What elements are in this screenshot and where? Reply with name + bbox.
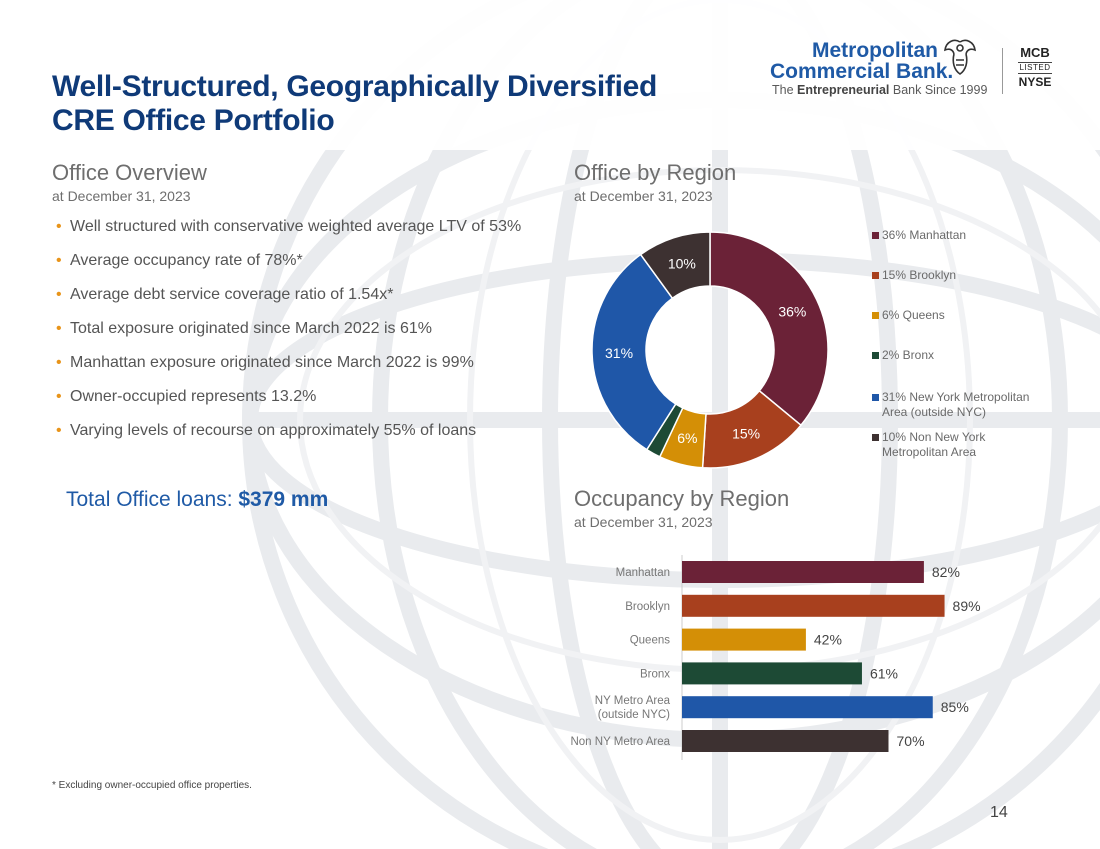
- donut-data-label: 15%: [732, 426, 760, 442]
- legend-swatch: [872, 272, 879, 279]
- logo-name: Metropolitan Commercial Bank.: [770, 39, 954, 83]
- bullet-item: • Varying levels of recourse on approxima…: [56, 420, 536, 454]
- legend-swatch: [872, 434, 879, 441]
- bar-3: [682, 662, 862, 685]
- bar-5: [682, 730, 889, 752]
- logo-divider: [1002, 48, 1003, 94]
- legend-item: 36% Manhattan: [872, 228, 1042, 243]
- bullet-item: • Manhattan exposure originated since Mar…: [56, 352, 536, 386]
- donut-data-label: 6%: [677, 430, 697, 446]
- overview-bullets: • Well structured with conservative weigh…: [56, 216, 536, 454]
- occupancy-title: Occupancy by Region: [574, 486, 790, 511]
- bar-data-label: 70%: [897, 733, 925, 749]
- bank-logo: Metropolitan Commercial Bank. The Entrep…: [770, 36, 1070, 106]
- bar-category-label: Queens: [630, 635, 671, 647]
- bullet-icon: •: [56, 388, 62, 405]
- legend-item: 15% Brooklyn: [872, 268, 1042, 283]
- bar-1: [682, 594, 945, 617]
- overview-title: Office Overview: [52, 160, 207, 185]
- donut-data-label: 10%: [668, 255, 696, 271]
- bullet-icon: •: [56, 286, 62, 303]
- bullet-icon: •: [56, 354, 62, 371]
- legend-label: 36% Manhattan: [882, 228, 967, 242]
- bullet-icon: •: [56, 218, 62, 235]
- bar-category-label: Non NY Metro Area: [570, 736, 670, 748]
- title-line-1: Well-Structured, Geographically Diversif…: [52, 70, 658, 103]
- region-donut-chart: 36% 15% 6% 31% 10%: [591, 231, 829, 469]
- listing-badge: MCB LISTED NYSE: [1018, 45, 1052, 89]
- bar-category-label: NY Metro Area (outside NYC): [595, 695, 671, 721]
- bar-4: [682, 696, 933, 719]
- bullet-icon: •: [56, 252, 62, 269]
- donut-slice-0: [709, 231, 829, 427]
- total-office-loans-value: $379 mm: [238, 488, 329, 511]
- logo-tagline: The Entrepreneurial Bank Since 1999: [772, 83, 988, 97]
- total-office-loans: Total Office loans: $379 mm: [66, 488, 329, 511]
- legend-swatch: [872, 352, 879, 359]
- legend-swatch: [872, 232, 879, 239]
- bar-data-label: 82%: [932, 564, 960, 580]
- legend-item: 2% Bronx: [872, 348, 1042, 363]
- bullet-item: • Average occupancy rate of 78%*: [56, 250, 536, 284]
- occupancy-bar-chart: Manhattan 82% Brooklyn 89% Queens 42% Bronx 61%…: [570, 555, 981, 760]
- eagle-icon: [944, 39, 976, 75]
- slide-title: Well-Structured, Geographically Diversif…: [52, 70, 692, 138]
- region-subtitle: at December 31, 2023: [574, 188, 713, 204]
- bullet-item: • Average debt service coverage ratio of …: [56, 284, 536, 318]
- donut-slice-4: [591, 253, 677, 451]
- bullet-icon: •: [56, 320, 62, 337]
- donut-data-label: 36%: [778, 303, 806, 319]
- legend-item: 31% New York Metropolitan Area (outside …: [872, 390, 1042, 420]
- legend-swatch: [872, 312, 879, 319]
- bullet-icon: •: [56, 422, 62, 439]
- title-line-2: CRE Office Portfolio: [52, 104, 335, 137]
- legend-label: 2% Bronx: [882, 348, 935, 362]
- bar-category-label: Bronx: [640, 668, 670, 680]
- bullet-item: • Owner-occupied represents 13.2%: [56, 386, 536, 420]
- donut-data-label: 31%: [605, 345, 633, 361]
- overview-subtitle: at December 31, 2023: [52, 188, 191, 204]
- bar-category-label: Brooklyn: [625, 601, 670, 613]
- region-title: Office by Region: [574, 160, 737, 185]
- bar-category-label: Manhattan: [616, 567, 670, 579]
- legend-swatch: [872, 394, 879, 401]
- bar-data-label: 85%: [941, 699, 969, 715]
- legend-label: 15% Brooklyn: [882, 268, 957, 282]
- bar-data-label: 42%: [814, 632, 842, 648]
- bar-data-label: 89%: [953, 598, 981, 614]
- bullet-item: • Well structured with conservative weigh…: [56, 216, 536, 250]
- occupancy-subtitle: at December 31, 2023: [574, 514, 713, 530]
- legend-label: 31% New York Metropolitan Area (outside …: [882, 390, 1030, 419]
- legend-label: 6% Queens: [882, 308, 945, 322]
- legend-item: 10% Non New York Metropolitan Area: [872, 430, 1042, 460]
- legend-item: 6% Queens: [872, 308, 1042, 323]
- donut-slice-5: [639, 231, 711, 300]
- footnote: * Excluding owner-occupied office proper…: [52, 780, 252, 791]
- bullet-item: • Total exposure originated since March 2…: [56, 318, 536, 352]
- page-number: 14: [990, 804, 1008, 821]
- legend-label: 10% Non New York Metropolitan Area: [882, 430, 986, 459]
- header-band: [0, 0, 1100, 150]
- bar-2: [682, 628, 806, 651]
- bar-data-label: 61%: [870, 665, 898, 681]
- bar-0: [682, 561, 924, 583]
